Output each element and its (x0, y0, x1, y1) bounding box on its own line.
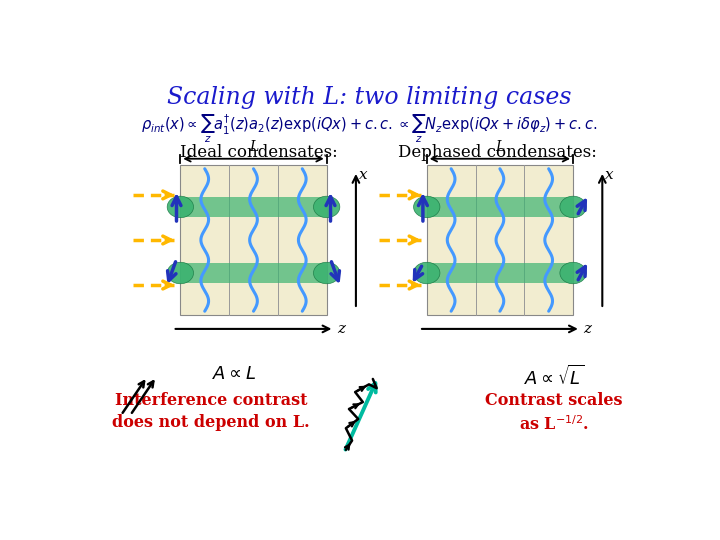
Ellipse shape (413, 262, 440, 284)
Bar (180, 263, 327, 283)
Bar (427, 165, 573, 315)
Text: z: z (337, 322, 345, 336)
Text: L: L (495, 140, 505, 154)
Ellipse shape (167, 262, 194, 284)
Text: Interference contrast
does not depend on L.: Interference contrast does not depend on… (112, 392, 310, 431)
Text: L: L (249, 140, 258, 154)
Text: x: x (359, 168, 368, 182)
Text: Contrast scales
as L$^{-1/2}$.: Contrast scales as L$^{-1/2}$. (485, 392, 623, 434)
Ellipse shape (167, 196, 194, 218)
Text: Ideal condensates:: Ideal condensates: (180, 144, 338, 161)
Text: $A\propto\sqrt{L}$: $A\propto\sqrt{L}$ (523, 365, 584, 389)
Text: $A\propto L$: $A\propto L$ (212, 365, 256, 383)
Bar (180, 165, 327, 315)
Text: x: x (606, 168, 614, 182)
Bar (427, 263, 573, 283)
Ellipse shape (413, 196, 440, 218)
Text: Scaling with L: two limiting cases: Scaling with L: two limiting cases (167, 86, 571, 110)
Text: z: z (583, 322, 591, 336)
Ellipse shape (560, 262, 586, 284)
Ellipse shape (313, 262, 340, 284)
Ellipse shape (560, 196, 586, 218)
Text: $\rho_{int}(x)\propto\sum_z a_1^{\dagger}(z)a_2(z)\exp(iQx)+c.c.\propto\sum_z N_: $\rho_{int}(x)\propto\sum_z a_1^{\dagger… (141, 112, 597, 145)
Bar (180, 197, 327, 217)
Ellipse shape (313, 196, 340, 218)
Text: Dephased condensates:: Dephased condensates: (398, 144, 597, 161)
Bar (427, 197, 573, 217)
